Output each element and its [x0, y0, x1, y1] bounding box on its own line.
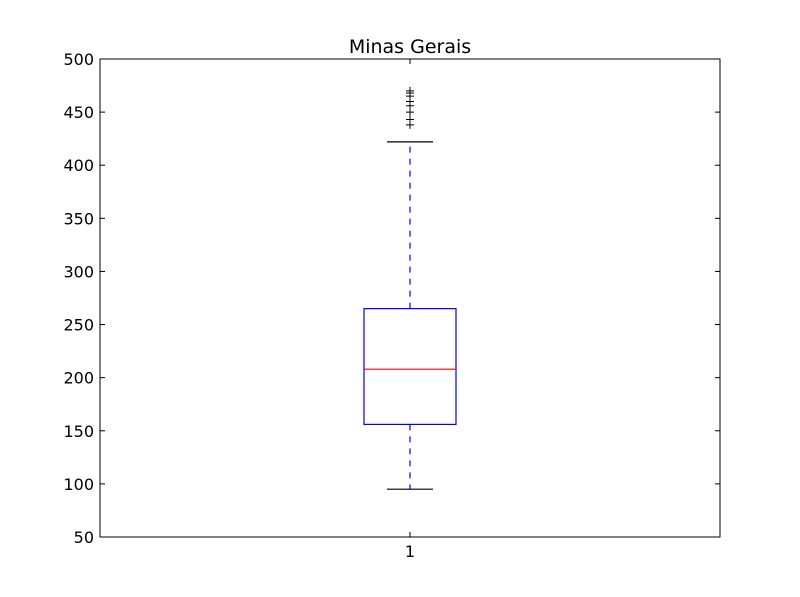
y-tick-label: 300: [63, 262, 94, 281]
y-axis: 50 100 150 200 250 300 350 400 450 500: [63, 50, 720, 547]
y-tick-label: 500: [63, 50, 94, 69]
y-tick-label: 50: [74, 528, 94, 547]
outlier-marker: [406, 115, 414, 124]
y-tick-label: 250: [63, 316, 94, 335]
y-tick-label: 150: [63, 422, 94, 441]
y-tick-label: 450: [63, 103, 94, 122]
iqr-box: [363, 308, 457, 426]
outlier-marker: [406, 86, 414, 95]
x-tick-label: 1: [405, 542, 415, 561]
y-tick-label: 400: [63, 156, 94, 175]
box-group: [363, 86, 457, 490]
chart-title: Minas Gerais: [349, 36, 471, 58]
y-tick-label: 350: [63, 209, 94, 228]
x-axis: 1: [405, 59, 415, 561]
y-tick-label: 100: [63, 475, 94, 494]
y-tick-label: 200: [63, 369, 94, 388]
